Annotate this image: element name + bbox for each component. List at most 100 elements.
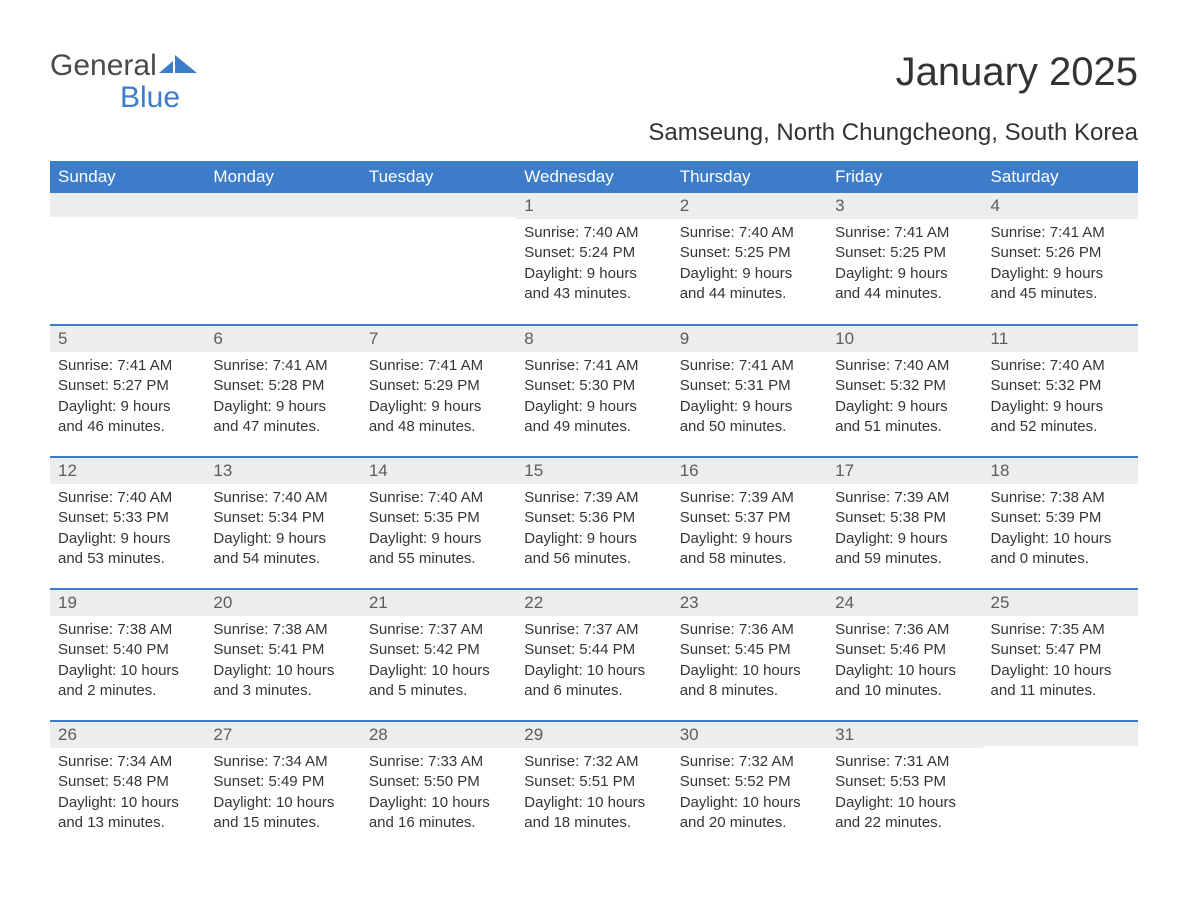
daylight-line: Daylight: 9 hours and 44 minutes. — [680, 264, 819, 305]
sunset-line: Sunset: 5:32 PM — [991, 376, 1130, 396]
sunset-line: Sunset: 5:28 PM — [213, 376, 352, 396]
day-details: Sunrise: 7:31 AMSunset: 5:53 PMDaylight:… — [827, 748, 982, 843]
calendar-day-cell: 11Sunrise: 7:40 AMSunset: 5:32 PMDayligh… — [983, 325, 1138, 457]
daylight-line: Daylight: 9 hours and 43 minutes. — [524, 264, 663, 305]
sunrise-line: Sunrise: 7:31 AM — [835, 752, 974, 772]
day-number: 13 — [205, 458, 360, 484]
day-details: Sunrise: 7:32 AMSunset: 5:51 PMDaylight:… — [516, 748, 671, 843]
daylight-line: Daylight: 10 hours and 2 minutes. — [58, 661, 197, 702]
daylight-line: Daylight: 9 hours and 49 minutes. — [524, 397, 663, 438]
calendar-day-cell: 9Sunrise: 7:41 AMSunset: 5:31 PMDaylight… — [672, 325, 827, 457]
page-header: General Blue January 2025 — [50, 50, 1138, 113]
day-number: 11 — [983, 326, 1138, 352]
day-details: Sunrise: 7:40 AMSunset: 5:24 PMDaylight:… — [516, 219, 671, 314]
daylight-line: Daylight: 9 hours and 59 minutes. — [835, 529, 974, 570]
sunrise-line: Sunrise: 7:40 AM — [213, 488, 352, 508]
daylight-line: Daylight: 10 hours and 11 minutes. — [991, 661, 1130, 702]
daylight-line: Daylight: 9 hours and 54 minutes. — [213, 529, 352, 570]
calendar-day-cell: 14Sunrise: 7:40 AMSunset: 5:35 PMDayligh… — [361, 457, 516, 589]
calendar-day-cell — [361, 193, 516, 325]
day-details: Sunrise: 7:40 AMSunset: 5:32 PMDaylight:… — [983, 352, 1138, 447]
day-number: 26 — [50, 722, 205, 748]
day-details: Sunrise: 7:34 AMSunset: 5:48 PMDaylight:… — [50, 748, 205, 843]
sunset-line: Sunset: 5:36 PM — [524, 508, 663, 528]
sunrise-line: Sunrise: 7:33 AM — [369, 752, 508, 772]
sunrise-line: Sunrise: 7:39 AM — [680, 488, 819, 508]
calendar-day-cell: 31Sunrise: 7:31 AMSunset: 5:53 PMDayligh… — [827, 721, 982, 853]
daylight-line: Daylight: 10 hours and 3 minutes. — [213, 661, 352, 702]
daylight-line: Daylight: 10 hours and 10 minutes. — [835, 661, 974, 702]
day-details: Sunrise: 7:39 AMSunset: 5:37 PMDaylight:… — [672, 484, 827, 579]
day-details: Sunrise: 7:38 AMSunset: 5:41 PMDaylight:… — [205, 616, 360, 711]
weekday-header: Wednesday — [516, 161, 671, 193]
day-number: 9 — [672, 326, 827, 352]
day-details: Sunrise: 7:34 AMSunset: 5:49 PMDaylight:… — [205, 748, 360, 843]
sunrise-line: Sunrise: 7:34 AM — [213, 752, 352, 772]
calendar-day-cell: 25Sunrise: 7:35 AMSunset: 5:47 PMDayligh… — [983, 589, 1138, 721]
day-number: 21 — [361, 590, 516, 616]
daylight-line: Daylight: 10 hours and 5 minutes. — [369, 661, 508, 702]
day-number: 25 — [983, 590, 1138, 616]
sunrise-line: Sunrise: 7:32 AM — [524, 752, 663, 772]
sunrise-line: Sunrise: 7:38 AM — [991, 488, 1130, 508]
day-details: Sunrise: 7:40 AMSunset: 5:33 PMDaylight:… — [50, 484, 205, 579]
sunset-line: Sunset: 5:38 PM — [835, 508, 974, 528]
day-number: 1 — [516, 193, 671, 219]
day-number: 3 — [827, 193, 982, 219]
sunrise-line: Sunrise: 7:36 AM — [680, 620, 819, 640]
day-details: Sunrise: 7:36 AMSunset: 5:46 PMDaylight:… — [827, 616, 982, 711]
weekday-header: Sunday — [50, 161, 205, 193]
day-details: Sunrise: 7:37 AMSunset: 5:42 PMDaylight:… — [361, 616, 516, 711]
sunset-line: Sunset: 5:32 PM — [835, 376, 974, 396]
sunrise-line: Sunrise: 7:34 AM — [58, 752, 197, 772]
calendar-day-cell: 1Sunrise: 7:40 AMSunset: 5:24 PMDaylight… — [516, 193, 671, 325]
daylight-line: Daylight: 10 hours and 18 minutes. — [524, 793, 663, 834]
daylight-line: Daylight: 9 hours and 44 minutes. — [835, 264, 974, 305]
sunrise-line: Sunrise: 7:40 AM — [991, 356, 1130, 376]
day-details: Sunrise: 7:41 AMSunset: 5:27 PMDaylight:… — [50, 352, 205, 447]
logo-text: General Blue — [50, 50, 199, 113]
sunrise-line: Sunrise: 7:37 AM — [369, 620, 508, 640]
page-title: January 2025 — [896, 50, 1138, 95]
weekday-header: Tuesday — [361, 161, 516, 193]
day-number: 2 — [672, 193, 827, 219]
calendar-week-row: 19Sunrise: 7:38 AMSunset: 5:40 PMDayligh… — [50, 589, 1138, 721]
weekday-header: Saturday — [983, 161, 1138, 193]
sunset-line: Sunset: 5:34 PM — [213, 508, 352, 528]
day-number: 27 — [205, 722, 360, 748]
sunset-line: Sunset: 5:39 PM — [991, 508, 1130, 528]
calendar-day-cell: 7Sunrise: 7:41 AMSunset: 5:29 PMDaylight… — [361, 325, 516, 457]
sunrise-line: Sunrise: 7:38 AM — [213, 620, 352, 640]
weekday-header: Monday — [205, 161, 360, 193]
sunset-line: Sunset: 5:25 PM — [835, 243, 974, 263]
sunset-line: Sunset: 5:37 PM — [680, 508, 819, 528]
logo-line2: Blue — [50, 82, 180, 114]
daylight-line: Daylight: 9 hours and 58 minutes. — [680, 529, 819, 570]
daylight-line: Daylight: 10 hours and 22 minutes. — [835, 793, 974, 834]
sunset-line: Sunset: 5:51 PM — [524, 772, 663, 792]
calendar-day-cell: 12Sunrise: 7:40 AMSunset: 5:33 PMDayligh… — [50, 457, 205, 589]
calendar-day-cell: 8Sunrise: 7:41 AMSunset: 5:30 PMDaylight… — [516, 325, 671, 457]
sunrise-line: Sunrise: 7:37 AM — [524, 620, 663, 640]
daylight-line: Daylight: 9 hours and 53 minutes. — [58, 529, 197, 570]
daylight-line: Daylight: 9 hours and 45 minutes. — [991, 264, 1130, 305]
calendar-day-cell: 29Sunrise: 7:32 AMSunset: 5:51 PMDayligh… — [516, 721, 671, 853]
day-details: Sunrise: 7:39 AMSunset: 5:36 PMDaylight:… — [516, 484, 671, 579]
day-details: Sunrise: 7:41 AMSunset: 5:25 PMDaylight:… — [827, 219, 982, 314]
day-details: Sunrise: 7:32 AMSunset: 5:52 PMDaylight:… — [672, 748, 827, 843]
sunset-line: Sunset: 5:53 PM — [835, 772, 974, 792]
calendar-day-cell: 24Sunrise: 7:36 AMSunset: 5:46 PMDayligh… — [827, 589, 982, 721]
day-details: Sunrise: 7:33 AMSunset: 5:50 PMDaylight:… — [361, 748, 516, 843]
day-number: 5 — [50, 326, 205, 352]
sunset-line: Sunset: 5:42 PM — [369, 640, 508, 660]
sunset-line: Sunset: 5:24 PM — [524, 243, 663, 263]
sunset-line: Sunset: 5:35 PM — [369, 508, 508, 528]
day-details: Sunrise: 7:41 AMSunset: 5:30 PMDaylight:… — [516, 352, 671, 447]
logo: General Blue — [50, 50, 199, 113]
calendar-day-cell: 26Sunrise: 7:34 AMSunset: 5:48 PMDayligh… — [50, 721, 205, 853]
day-number: 19 — [50, 590, 205, 616]
sunset-line: Sunset: 5:50 PM — [369, 772, 508, 792]
day-details: Sunrise: 7:41 AMSunset: 5:26 PMDaylight:… — [983, 219, 1138, 314]
daylight-line: Daylight: 10 hours and 13 minutes. — [58, 793, 197, 834]
day-number: 29 — [516, 722, 671, 748]
